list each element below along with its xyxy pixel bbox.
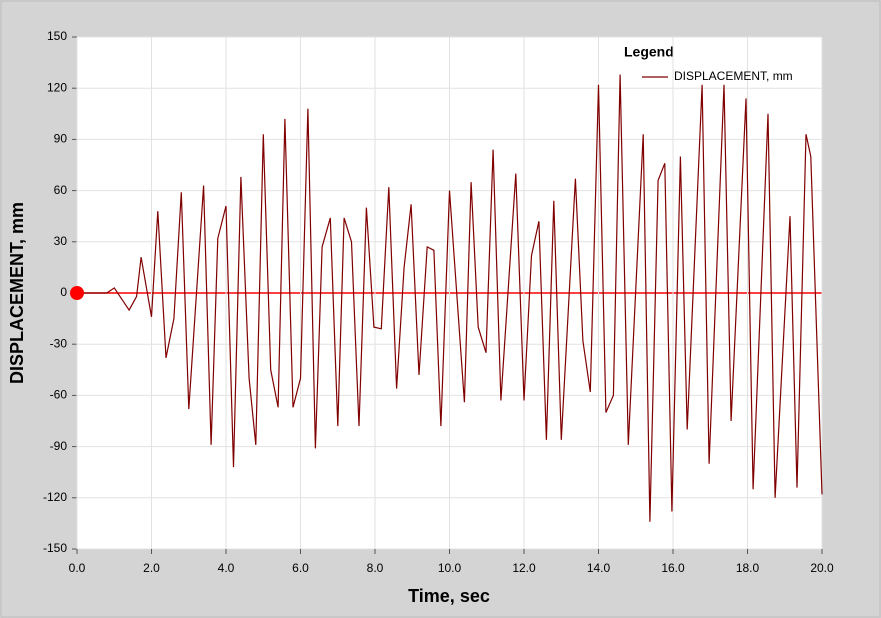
y-tick-label: -30 — [50, 336, 68, 350]
y-tick-label: -150 — [43, 541, 67, 555]
y-tick-label: 120 — [47, 80, 67, 94]
y-tick-label: 0 — [60, 285, 67, 299]
x-tick-label: 0.0 — [69, 561, 86, 575]
legend-title: Legend — [624, 44, 674, 60]
x-tick-label: 20.0 — [810, 561, 834, 575]
x-tick-label: 16.0 — [661, 561, 685, 575]
x-tick-label: 18.0 — [736, 561, 760, 575]
x-tick-label: 6.0 — [292, 561, 309, 575]
legend-label: DISPLACEMENT, mm — [674, 69, 793, 83]
x-tick-label: 2.0 — [143, 561, 160, 575]
x-tick-label: 12.0 — [512, 561, 536, 575]
start-marker — [70, 286, 84, 300]
x-tick-label: 10.0 — [438, 561, 462, 575]
y-tick-label: 150 — [47, 29, 67, 43]
x-tick-label: 14.0 — [587, 561, 611, 575]
y-tick-label: 90 — [54, 132, 68, 146]
y-axis-label: DISPLACEMENT, mm — [7, 202, 27, 384]
x-tick-label: 8.0 — [367, 561, 384, 575]
y-tick-label: 60 — [54, 183, 68, 197]
y-tick-label: 30 — [54, 234, 68, 248]
data-line — [77, 74, 823, 522]
x-axis-label: Time, sec — [408, 586, 490, 606]
x-tick-label: 4.0 — [218, 561, 235, 575]
y-tick-label: -60 — [50, 388, 68, 402]
y-tick-label: -120 — [43, 490, 67, 504]
y-tick-label: -90 — [50, 439, 68, 453]
